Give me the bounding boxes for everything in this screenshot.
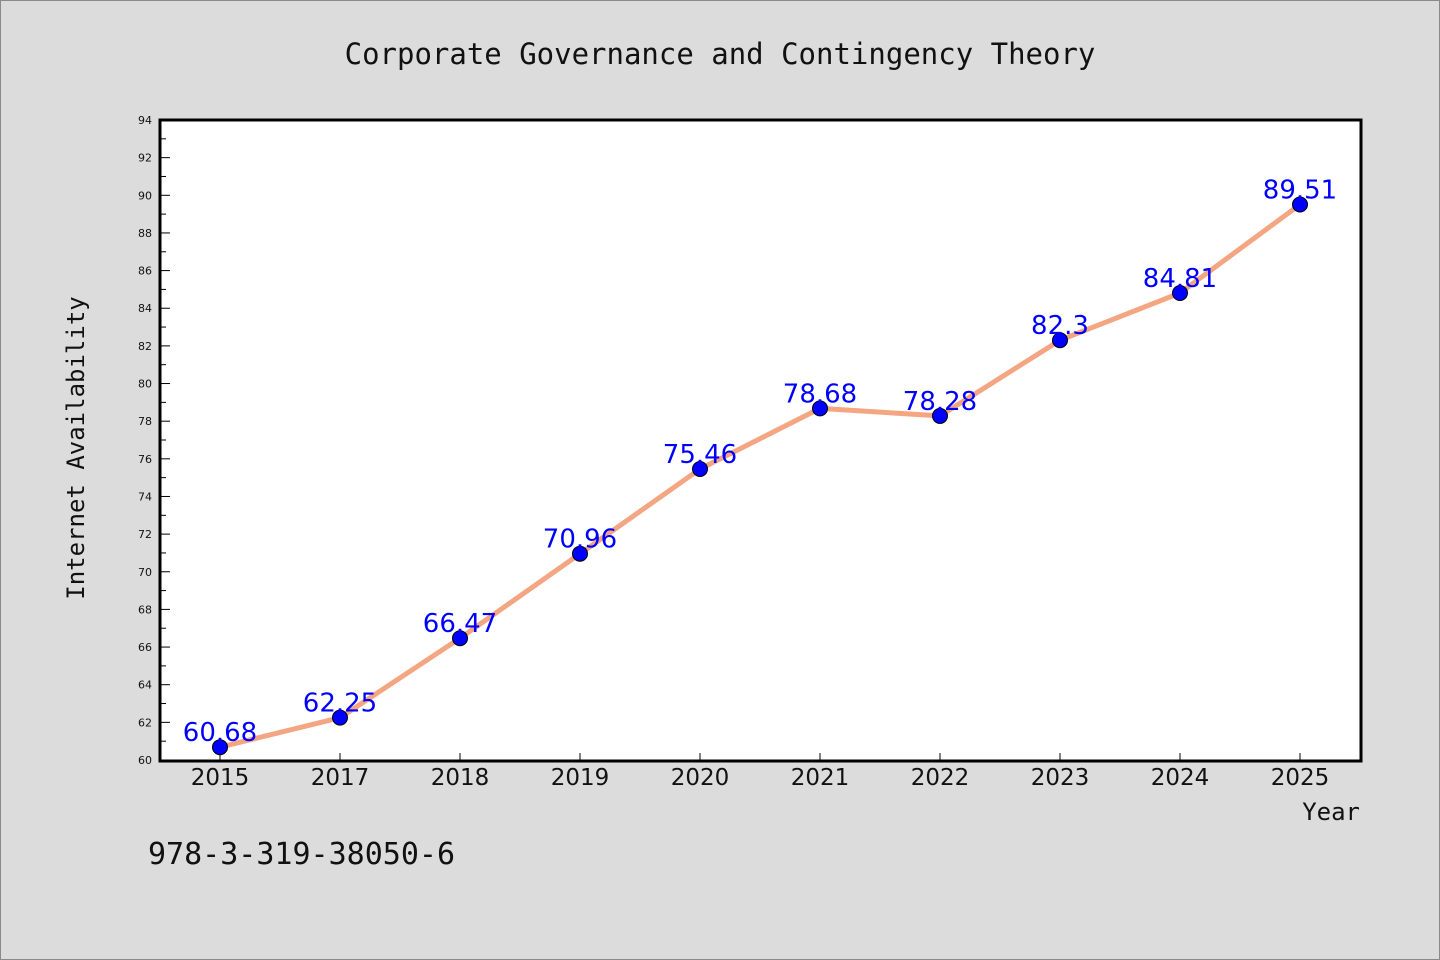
y-tick-label: 74 bbox=[138, 490, 152, 503]
y-tick-label: 70 bbox=[138, 566, 152, 579]
x-tick-label: 2020 bbox=[671, 765, 730, 791]
data-label: 78.28 bbox=[903, 387, 977, 417]
x-tick-label: 2019 bbox=[551, 765, 610, 791]
data-label: 70.96 bbox=[543, 525, 617, 555]
x-tick-label: 2017 bbox=[311, 765, 370, 791]
data-label: 75.46 bbox=[663, 440, 737, 470]
x-tick-label: 2018 bbox=[431, 765, 490, 791]
y-tick-label: 76 bbox=[138, 453, 152, 466]
y-tick-label: 72 bbox=[138, 528, 152, 541]
x-tick-label: 2015 bbox=[191, 765, 250, 791]
x-tick-label: 2024 bbox=[1151, 765, 1210, 791]
data-point bbox=[692, 460, 708, 477]
y-tick-label: 82 bbox=[138, 340, 152, 353]
data-point bbox=[1052, 332, 1068, 349]
data-point bbox=[332, 709, 348, 726]
y-tick-label: 94 bbox=[138, 114, 152, 127]
data-label: 60.68 bbox=[183, 718, 257, 748]
y-axis-label: Internet Availability bbox=[62, 296, 90, 599]
x-axis: 2015 2017 2018 2019 2020 2021 2022 2023 2024 2025 bbox=[191, 753, 1330, 791]
data-point bbox=[812, 400, 828, 417]
y-tick-label: 64 bbox=[138, 679, 152, 692]
y-tick-label: 62 bbox=[138, 716, 152, 729]
data-label: 89.51 bbox=[1263, 176, 1337, 206]
data-label: 78.68 bbox=[783, 379, 857, 409]
y-tick-label: 78 bbox=[138, 415, 152, 428]
data-point bbox=[1172, 284, 1188, 301]
y-tick-label: 60 bbox=[138, 754, 152, 767]
data-point bbox=[932, 407, 948, 424]
y-tick-label: 90 bbox=[138, 189, 152, 202]
y-tick-label: 88 bbox=[138, 227, 152, 240]
y-tick-label: 86 bbox=[138, 265, 152, 278]
chart-title: Corporate Governance and Contingency The… bbox=[345, 37, 1096, 71]
data-point bbox=[572, 545, 588, 562]
series-group bbox=[212, 196, 1308, 756]
data-labels: 60.68 62.25 66.47 70.96 75.46 78.68 78.28 82.3 8… bbox=[183, 176, 1337, 749]
y-axis: 60 62 64 66 68 70 72 74 76 78 80 82 84 86 88 90 92 94 bbox=[138, 114, 170, 767]
y-tick-label: 68 bbox=[138, 603, 152, 616]
x-axis-label: Year bbox=[1302, 798, 1360, 826]
data-label: 66.47 bbox=[423, 609, 497, 639]
y-tick-label: 84 bbox=[138, 302, 152, 315]
y-tick-label: 80 bbox=[138, 378, 152, 391]
data-point bbox=[212, 739, 228, 756]
data-label: 82.3 bbox=[1031, 311, 1089, 341]
x-tick-label: 2025 bbox=[1271, 765, 1330, 791]
data-point bbox=[452, 630, 468, 647]
data-label: 84.81 bbox=[1143, 264, 1217, 294]
x-tick-label: 2022 bbox=[911, 765, 970, 791]
data-label: 62.25 bbox=[303, 689, 377, 719]
y-tick-label: 66 bbox=[138, 641, 152, 654]
isbn-text: 978-3-319-38050-6 bbox=[148, 837, 455, 872]
y-tick-label: 92 bbox=[138, 152, 152, 165]
data-point bbox=[1292, 196, 1308, 213]
series-line bbox=[217, 202, 1303, 750]
x-tick-label: 2021 bbox=[791, 765, 850, 791]
x-tick-label: 2023 bbox=[1031, 765, 1090, 791]
